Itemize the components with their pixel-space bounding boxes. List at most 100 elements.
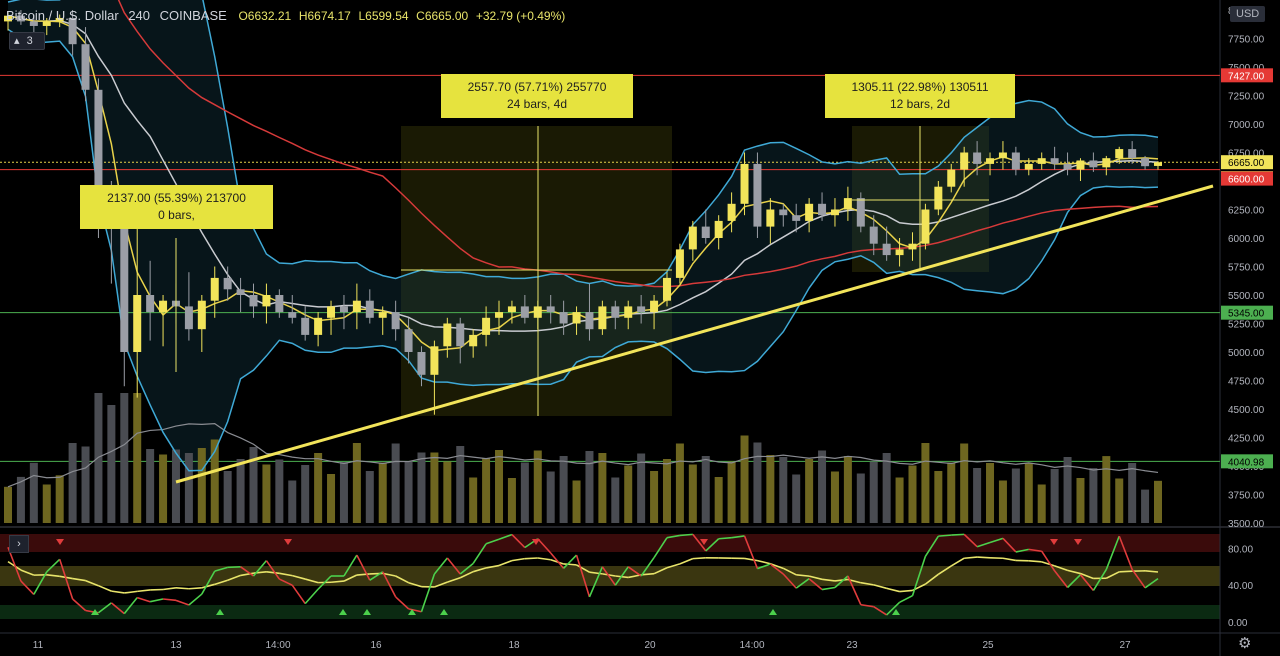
candle-body[interactable]: [507, 306, 516, 313]
trendline[interactable]: [175, 184, 1214, 484]
candle-body[interactable]: [55, 17, 64, 22]
candle-body[interactable]: [753, 163, 762, 227]
candle-body[interactable]: [262, 295, 271, 307]
series-toggle-button[interactable]: ▴ 3: [9, 32, 45, 50]
currency-badge[interactable]: USD: [1230, 6, 1266, 22]
candle-body[interactable]: [68, 17, 77, 45]
candle-body[interactable]: [210, 277, 219, 301]
candle-body[interactable]: [469, 334, 478, 347]
candle-body[interactable]: [42, 21, 51, 26]
interval-label[interactable]: 240: [128, 8, 151, 23]
candle-body[interactable]: [314, 317, 323, 335]
candle-body[interactable]: [650, 300, 659, 313]
candle-body[interactable]: [714, 220, 723, 238]
candle-body[interactable]: [675, 249, 684, 278]
candle-body[interactable]: [339, 306, 348, 313]
time-tick-label: 13: [170, 640, 182, 651]
measure-zone-2[interactable]: [401, 126, 672, 416]
candle-body[interactable]: [197, 300, 206, 330]
candle-body[interactable]: [546, 306, 555, 313]
candle-body[interactable]: [998, 152, 1007, 159]
measure-label-box-2[interactable]: [441, 74, 633, 118]
candle-body[interactable]: [921, 209, 930, 244]
candle-body[interactable]: [792, 215, 801, 221]
candle-body[interactable]: [520, 306, 529, 318]
candle-body[interactable]: [869, 226, 878, 244]
candle-body[interactable]: [986, 158, 995, 164]
candle-body[interactable]: [1128, 149, 1137, 159]
candle-body[interactable]: [275, 295, 284, 313]
candle-body[interactable]: [973, 152, 982, 164]
candle-body[interactable]: [4, 15, 12, 22]
candle-body[interactable]: [559, 312, 568, 324]
candle-body[interactable]: [740, 163, 749, 204]
candle-body[interactable]: [637, 306, 646, 313]
candle-body[interactable]: [934, 186, 943, 210]
candle-body[interactable]: [236, 289, 245, 295]
candle-body[interactable]: [727, 203, 736, 221]
candle-body[interactable]: [895, 249, 904, 256]
candle-body[interactable]: [16, 15, 25, 22]
candle-body[interactable]: [1089, 160, 1098, 168]
candle-body[interactable]: [611, 306, 620, 318]
candle-body[interactable]: [1037, 158, 1046, 164]
candle-body[interactable]: [598, 306, 607, 330]
gear-icon[interactable]: ⚙: [1238, 635, 1252, 652]
candle-body[interactable]: [159, 300, 168, 313]
candle-body[interactable]: [882, 243, 891, 256]
candle-body[interactable]: [146, 295, 155, 313]
candle-body[interactable]: [1076, 160, 1085, 170]
candle-body[interactable]: [456, 323, 465, 347]
measure-label-box-3[interactable]: [825, 74, 1015, 118]
candle-body[interactable]: [805, 203, 814, 221]
candle-body[interactable]: [585, 312, 594, 330]
candle-body[interactable]: [1011, 152, 1020, 170]
candle-body[interactable]: [701, 226, 710, 238]
candle-body[interactable]: [766, 209, 775, 227]
candle-body[interactable]: [1063, 163, 1072, 170]
measure-label-box-1[interactable]: [80, 185, 273, 229]
candle-body[interactable]: [779, 209, 788, 216]
candle-body[interactable]: [378, 312, 387, 318]
candle-body[interactable]: [81, 44, 90, 90]
candle-body[interactable]: [947, 169, 956, 187]
candle-body[interactable]: [417, 352, 426, 375]
candle-body[interactable]: [29, 21, 38, 26]
candle-body[interactable]: [120, 226, 129, 352]
candle-body[interactable]: [94, 89, 103, 216]
candle-body[interactable]: [249, 295, 258, 307]
candle-body[interactable]: [1115, 149, 1124, 159]
candle-body[interactable]: [572, 312, 581, 324]
candle-body[interactable]: [662, 277, 671, 301]
candle-body[interactable]: [482, 317, 491, 335]
candle-body[interactable]: [327, 306, 336, 318]
candle-body[interactable]: [818, 203, 827, 216]
candle-body[interactable]: [365, 300, 374, 318]
candle-body[interactable]: [1141, 158, 1150, 167]
candle-body[interactable]: [301, 317, 310, 335]
candle-body[interactable]: [1024, 163, 1033, 170]
indicator-toggle-button[interactable]: ›: [9, 535, 29, 553]
candle-body[interactable]: [352, 300, 361, 313]
candle-body[interactable]: [830, 209, 839, 216]
candle-body[interactable]: [495, 312, 504, 318]
candle-body[interactable]: [288, 312, 297, 318]
candle-body[interactable]: [404, 329, 413, 352]
candle-body[interactable]: [1102, 158, 1111, 168]
candle-body[interactable]: [430, 346, 439, 375]
candle-body[interactable]: [960, 152, 969, 170]
candle-body[interactable]: [843, 198, 852, 210]
candle-body[interactable]: [908, 243, 917, 250]
candle-body[interactable]: [1154, 162, 1162, 166]
candle-body[interactable]: [391, 312, 400, 330]
candle-body[interactable]: [184, 306, 193, 330]
candle-body[interactable]: [856, 198, 865, 227]
candle-body[interactable]: [223, 277, 232, 290]
candle-body[interactable]: [133, 295, 142, 352]
candle-body[interactable]: [624, 306, 633, 318]
candle-body[interactable]: [443, 323, 452, 347]
symbol-label[interactable]: Bitcoin / U.S. Dollar: [6, 8, 119, 23]
candle-body[interactable]: [1050, 158, 1059, 164]
candle-body[interactable]: [688, 226, 697, 250]
